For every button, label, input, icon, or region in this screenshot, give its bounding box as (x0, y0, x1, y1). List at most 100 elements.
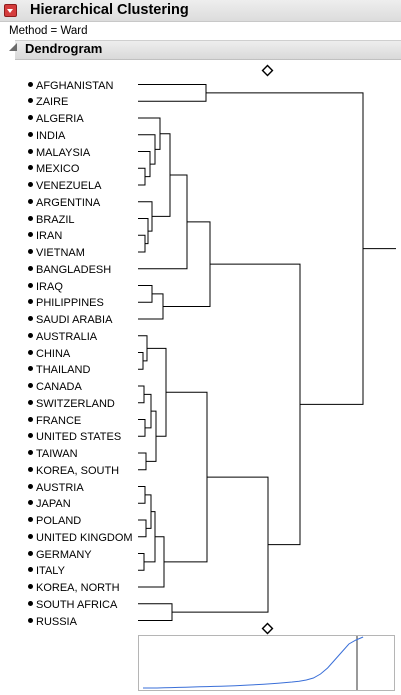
dendrogram-link (138, 452, 147, 471)
leaf-text: ZAIRE (36, 96, 69, 109)
leaf-marker (28, 416, 33, 422)
leaf-marker (28, 517, 33, 522)
leaf-text: GERMANY (36, 548, 92, 561)
leaf-marker (28, 215, 33, 221)
leaf-text: KOREA, NORTH (36, 582, 120, 594)
leaf-text: VIETNAM (36, 247, 85, 259)
dendrogram-link (138, 603, 173, 621)
dendrogram-link (147, 347, 167, 437)
leaf-text: CANADA (36, 381, 82, 393)
leaf-text: JAPAN (36, 498, 71, 511)
dendrogram-link (138, 174, 188, 270)
leaf-text: UNITED STATES (36, 431, 122, 444)
leaf-text: MALAYSIA (36, 146, 91, 159)
leaf-marker (28, 349, 33, 355)
disclosure-triangle-icon[interactable] (9, 43, 17, 51)
dendrogram-link (138, 201, 153, 232)
leaf-text: RUSSIA (36, 615, 77, 628)
dendrogram-link (138, 84, 207, 102)
leaf-marker (28, 383, 33, 388)
dendrogram-link (138, 285, 153, 303)
leaf-text: INDIA (36, 129, 66, 142)
dendrogram-link (146, 410, 157, 462)
method-value: Ward (60, 25, 88, 37)
leaf-text: VENEZUELA (36, 180, 102, 192)
leaf-text: SWITZERLAND (36, 397, 115, 410)
leaf-text: ALGERIA (36, 113, 84, 125)
leaf-marker (28, 399, 33, 405)
leaf-text: THAILAND (36, 364, 91, 377)
dendrogram-link (138, 385, 145, 404)
leaf-text: ITALY (36, 565, 65, 578)
leaf-text: IRAQ (36, 280, 63, 293)
leaf-marker (28, 433, 33, 439)
leaf-marker (28, 533, 33, 539)
leaf-marker (28, 567, 33, 573)
leaf-marker (28, 500, 33, 506)
dendrogram-link (138, 486, 146, 504)
leaf-text: BRAZIL (36, 213, 75, 226)
leaf-marker (28, 198, 33, 204)
method-label: Method = (9, 25, 61, 37)
leaf-text: UNITED KINGDOM (36, 531, 133, 544)
leaf-text: TAIWAN (36, 448, 78, 460)
leaf-marker (28, 115, 33, 120)
leaf-text: AFGHANISTAN (36, 79, 114, 92)
leaf-text: MEXICO (36, 163, 80, 176)
leaf-label-list: AFGHANISTAN ZAIRE ALGERIA INDIA MALAYSIA MEXI… (26, 76, 138, 632)
dendrogram-link (145, 494, 152, 529)
dendrogram-link (138, 335, 148, 362)
dendrogram-link (144, 511, 156, 563)
report-title-bar (0, 0, 401, 22)
method-line: Method = Ward (9, 25, 88, 37)
leaf-marker (28, 148, 33, 154)
leaf-text: CHINA (36, 347, 71, 360)
leaf-marker (28, 316, 33, 321)
dendrogram-link (138, 419, 146, 437)
leaf-marker (28, 182, 33, 187)
leaf-text: ARGENTINA (36, 196, 101, 209)
leaf-marker (28, 450, 33, 455)
scree-line (143, 636, 364, 689)
leaf-marker (28, 131, 33, 137)
leaf-marker (28, 617, 33, 623)
dendrogram-link (138, 352, 144, 370)
dendrogram-link (138, 234, 146, 253)
scree-plot (138, 635, 395, 691)
leaf-marker (28, 332, 33, 338)
dendrogram-link (138, 293, 164, 320)
leaf-marker (28, 165, 33, 171)
leaf-marker (28, 466, 33, 472)
leaf-marker (28, 232, 33, 238)
dendrogram-link (152, 133, 171, 217)
leaf-text: IRAN (36, 230, 63, 243)
leaf-marker (28, 584, 33, 589)
leaf-marker (28, 550, 33, 556)
leaf-text: SAUDI ARABIA (36, 314, 113, 326)
dendrogram-link (138, 553, 145, 571)
dendrogram-link (172, 476, 269, 613)
dendrogram-link (138, 218, 149, 245)
top-slider-diamond-icon[interactable] (261, 64, 274, 77)
leaf-marker (28, 249, 33, 254)
dendrogram-link (138, 167, 146, 186)
leaf-marker (28, 299, 33, 305)
dendrogram-link (163, 221, 211, 307)
dendrogram-title: Dendrogram (25, 41, 103, 56)
leaf-text: BANGLADESH (36, 263, 112, 276)
dendrogram-link (138, 536, 165, 588)
dendrogram-link (210, 263, 301, 546)
leaf-text: KOREA, SOUTH (36, 464, 120, 477)
leaf-marker (28, 483, 33, 489)
dendrogram-header-bar (15, 40, 401, 60)
dendrogram-link (206, 92, 364, 405)
leaf-marker (28, 600, 33, 606)
red-triangle-menu-icon[interactable] (4, 4, 17, 17)
bottom-slider-diamond-icon[interactable] (261, 622, 274, 635)
leaf-marker (28, 282, 33, 288)
dendrogram-link (144, 393, 152, 429)
leaf-text: FRANCE (36, 414, 82, 427)
dendrogram-link (138, 151, 151, 178)
leaf-marker (28, 81, 33, 87)
